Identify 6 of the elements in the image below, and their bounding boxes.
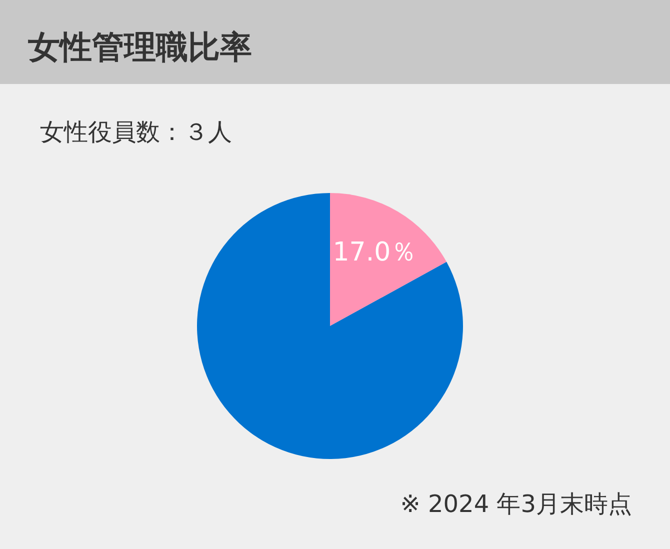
text: 女性役員数：３人 — [40, 118, 232, 146]
text: ※ 2024 年3月末時点 — [400, 490, 632, 518]
chart-title: 女性管理職比率 — [27, 28, 252, 66]
pie-slice — [330, 193, 447, 326]
data-label: 17.0％ — [332, 237, 417, 268]
pie-slice — [197, 193, 463, 459]
